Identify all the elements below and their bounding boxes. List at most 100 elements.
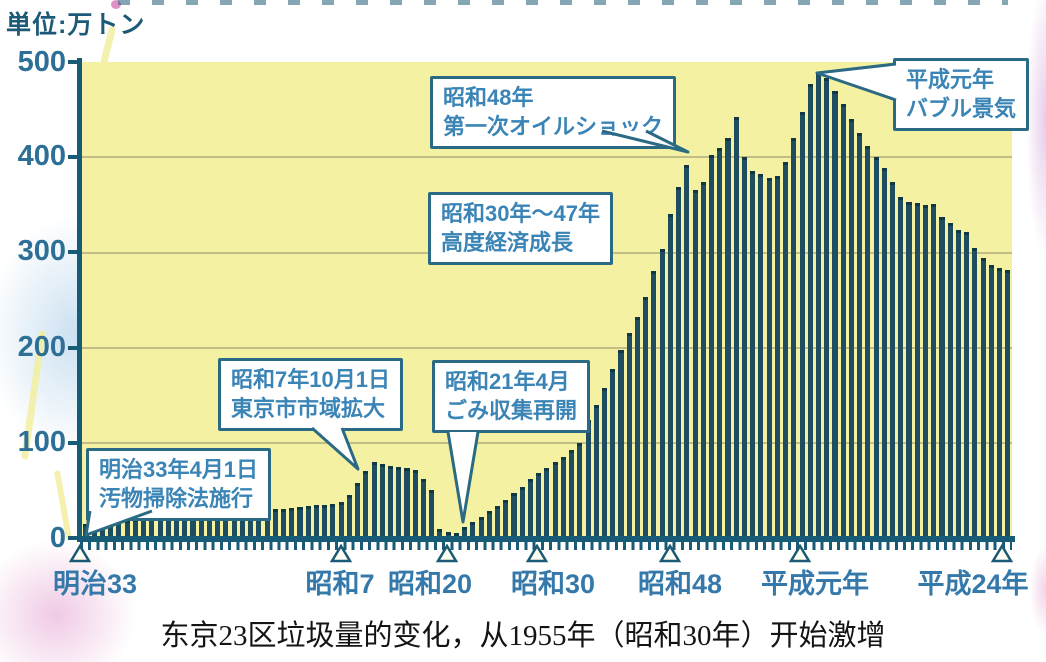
bar-year-1969 bbox=[651, 271, 657, 538]
bar-year-1925 bbox=[289, 507, 295, 538]
bar-year-1931 bbox=[338, 501, 344, 538]
annotation-line: バブル景気 bbox=[906, 95, 1017, 121]
bar-year-1965 bbox=[618, 349, 624, 538]
bar-year-1995 bbox=[865, 145, 871, 538]
y-axis-label: 100 bbox=[17, 426, 66, 458]
bar-year-1954 bbox=[527, 479, 533, 538]
cropped-title-remnant bbox=[118, 0, 1008, 5]
bar-year-1982 bbox=[758, 174, 764, 538]
annotation-line: 昭和30年～47年 bbox=[441, 201, 600, 226]
bar-year-1973 bbox=[684, 164, 690, 538]
bar-year-1947 bbox=[470, 521, 476, 538]
x-tick-triangle bbox=[436, 544, 458, 563]
bar-year-1979 bbox=[733, 117, 739, 538]
bar-year-2010 bbox=[988, 264, 994, 538]
bar-year-1928 bbox=[313, 504, 319, 538]
annotation-meiji33: 明治33年4月1日 汚物掃除法施行 bbox=[86, 448, 271, 522]
bar-year-1980 bbox=[741, 157, 747, 538]
bar-year-1967 bbox=[634, 317, 640, 538]
x-axis-label-showa20: 昭和20 bbox=[387, 569, 473, 599]
bar-year-1974 bbox=[692, 189, 698, 538]
bar-year-2003 bbox=[931, 203, 937, 538]
annotation-line: 平成元年 bbox=[906, 67, 995, 92]
bar-year-1945 bbox=[453, 533, 459, 538]
annotation-line: 高度経済成長 bbox=[441, 229, 574, 255]
bar-year-1942 bbox=[429, 490, 435, 538]
bar-year-1923 bbox=[272, 509, 278, 538]
annotation-line: 昭和48年 bbox=[443, 85, 534, 110]
unit-label: 単位:万トン bbox=[6, 11, 146, 39]
x-tick-triangle bbox=[330, 544, 352, 563]
bar-year-1996 bbox=[873, 157, 879, 538]
callout-tail bbox=[815, 62, 897, 102]
bar-year-1968 bbox=[643, 297, 649, 538]
callout-tail bbox=[446, 431, 480, 524]
annotation-line: 昭和21年4月 bbox=[445, 369, 570, 394]
annotation-line: 東京市市域拡大 bbox=[231, 395, 386, 421]
bar-year-1924 bbox=[281, 508, 287, 538]
bar-year-1950 bbox=[494, 505, 501, 538]
bar-year-1962 bbox=[593, 404, 599, 538]
annotation-bubble: 平成元年 バブル景気 bbox=[893, 58, 1030, 132]
bar-year-2002 bbox=[922, 204, 929, 538]
bar-year-1986 bbox=[791, 138, 797, 538]
bar-year-1948 bbox=[478, 517, 484, 538]
gridline-400 bbox=[82, 156, 1012, 158]
bar-year-1936 bbox=[379, 463, 385, 538]
y-axis-label: 200 bbox=[17, 331, 66, 363]
x-axis-label-showa7: 昭和7 bbox=[305, 569, 375, 599]
bar-year-1943 bbox=[437, 528, 443, 538]
bar-year-1977 bbox=[717, 147, 723, 538]
gridline-100 bbox=[82, 442, 1012, 444]
bar-year-1939 bbox=[404, 467, 410, 538]
bar-year-2007 bbox=[964, 231, 970, 538]
bar-year-1989 bbox=[815, 71, 822, 538]
x-tick-triangle bbox=[659, 544, 681, 563]
y-axis-label: 300 bbox=[17, 235, 66, 267]
bar-year-1935 bbox=[371, 461, 377, 538]
bar-year-2012 bbox=[1005, 269, 1011, 538]
bar-year-2000 bbox=[906, 201, 912, 538]
y-tick-500 bbox=[68, 60, 80, 64]
y-tick-400 bbox=[68, 155, 80, 159]
bar-year-2009 bbox=[980, 258, 986, 538]
annotation-showa21: 昭和21年4月 ごみ収集再開 bbox=[432, 360, 591, 434]
bar-year-2011 bbox=[997, 267, 1003, 538]
x-axis bbox=[77, 536, 1015, 542]
annotation-line: 昭和7年10月1日 bbox=[231, 367, 390, 392]
bar-year-1990 bbox=[824, 78, 830, 538]
background-blob-lavender bbox=[1026, 0, 1046, 260]
x-axis-label-heisei24: 平成24年 bbox=[917, 569, 1029, 599]
bar-year-1993 bbox=[848, 119, 854, 538]
bar-year-1997 bbox=[881, 167, 887, 538]
x-tick-triangle bbox=[69, 544, 91, 563]
x-axis-minor-ticks bbox=[80, 542, 1012, 550]
bar-year-1978 bbox=[725, 138, 731, 538]
bar-year-1949 bbox=[486, 511, 492, 538]
bar-year-1987 bbox=[799, 111, 805, 538]
bar-year-1930 bbox=[330, 503, 336, 538]
bar-year-1934 bbox=[363, 471, 369, 538]
y-axis-label: 0 bbox=[49, 522, 66, 554]
bar-year-1952 bbox=[511, 493, 517, 538]
bar-year-1961 bbox=[585, 420, 591, 538]
bar-year-1946 bbox=[462, 526, 468, 538]
bar-year-1975 bbox=[700, 182, 706, 538]
bar-year-2006 bbox=[955, 229, 961, 538]
background-speck bbox=[111, 0, 121, 9]
bar-year-1983 bbox=[766, 178, 772, 538]
bar-year-1955 bbox=[536, 473, 542, 538]
bar-year-1972 bbox=[676, 186, 682, 538]
bar-year-1953 bbox=[519, 486, 525, 538]
x-axis-label-heisei1: 平成元年 bbox=[761, 569, 869, 599]
bar-year-1933 bbox=[355, 482, 361, 538]
bar-year-1926 bbox=[297, 506, 303, 538]
y-axis bbox=[77, 58, 82, 541]
bar-year-1988 bbox=[807, 83, 813, 538]
figure-caption: 东京23区垃圾量的变化，从1955年（昭和30年）开始激增 bbox=[160, 620, 886, 652]
bar-year-1941 bbox=[420, 479, 426, 538]
bar-year-1984 bbox=[774, 176, 780, 538]
bar-year-1976 bbox=[708, 155, 715, 538]
bar-year-1951 bbox=[503, 499, 509, 538]
bar-year-1932 bbox=[346, 495, 352, 538]
